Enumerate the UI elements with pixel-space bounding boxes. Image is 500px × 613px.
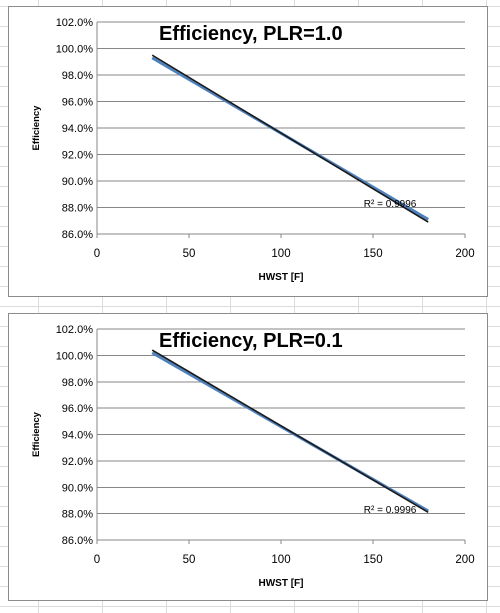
r-squared-label: R² = 0.9996 xyxy=(364,199,417,210)
chart-title: Efficiency, PLR=0.1 xyxy=(159,330,343,352)
x-tick-label: 0 xyxy=(94,248,100,260)
chart-efficiency-plr-0-1: 86.0% 88.0% 90.0% 92.0% 94.0% 96.0% 98.0% 100.0… xyxy=(8,313,488,601)
r-squared-label: R² = 0.9996 xyxy=(364,505,417,516)
x-tick-label: 200 xyxy=(455,554,474,566)
y-tick-label: 88.0% xyxy=(62,509,93,521)
x-axis-label: HWST [F] xyxy=(259,578,304,589)
y-tick-label: 98.0% xyxy=(62,70,93,82)
x-tick-label: 100 xyxy=(271,554,290,566)
trendline xyxy=(151,349,429,513)
x-tick-label: 150 xyxy=(363,554,382,566)
x-tick-label: 0 xyxy=(94,554,100,566)
x-tick-label: 150 xyxy=(363,248,382,260)
y-axis-label: Efficiency xyxy=(31,105,42,151)
x-tick-label: 100 xyxy=(271,248,290,260)
x-tick-label: 50 xyxy=(183,248,196,260)
chart-svg: 86.0% 88.0% 90.0% 92.0% 94.0% 96.0% 98.0% 100.0… xyxy=(31,17,475,283)
y-tick-label: 88.0% xyxy=(62,203,93,215)
trendline xyxy=(151,54,429,223)
y-tick-label: 86.0% xyxy=(62,229,93,241)
y-tick-label: 86.0% xyxy=(62,535,93,547)
x-tick-label: 200 xyxy=(455,248,474,260)
x-tick-label: 50 xyxy=(183,554,196,566)
x-axis-label: HWST [F] xyxy=(259,272,304,283)
y-tick-label: 100.0% xyxy=(56,350,94,362)
y-tick-label: 96.0% xyxy=(62,97,93,109)
y-tick-label: 102.0% xyxy=(56,324,94,336)
y-tick-label: 100.0% xyxy=(56,44,94,56)
y-tick-label: 98.0% xyxy=(62,377,93,389)
chart-svg: 86.0% 88.0% 90.0% 92.0% 94.0% 96.0% 98.0% 100.0… xyxy=(31,324,475,589)
chart-title: Efficiency, PLR=1.0 xyxy=(159,23,343,45)
chart-efficiency-plr-1: 86.0% 88.0% 90.0% 92.0% 94.0% 96.0% 98.0% 100.0… xyxy=(8,6,488,297)
y-tick-label: 102.0% xyxy=(56,17,94,29)
y-tick-label: 94.0% xyxy=(62,123,93,135)
y-tick-label: 94.0% xyxy=(62,430,93,442)
y-axis-label: Efficiency xyxy=(31,411,42,457)
y-tick-label: 96.0% xyxy=(62,403,93,415)
y-tick-label: 92.0% xyxy=(62,150,93,162)
y-tick-label: 90.0% xyxy=(62,482,93,494)
y-tick-label: 90.0% xyxy=(62,176,93,188)
y-tick-label: 92.0% xyxy=(62,456,93,468)
